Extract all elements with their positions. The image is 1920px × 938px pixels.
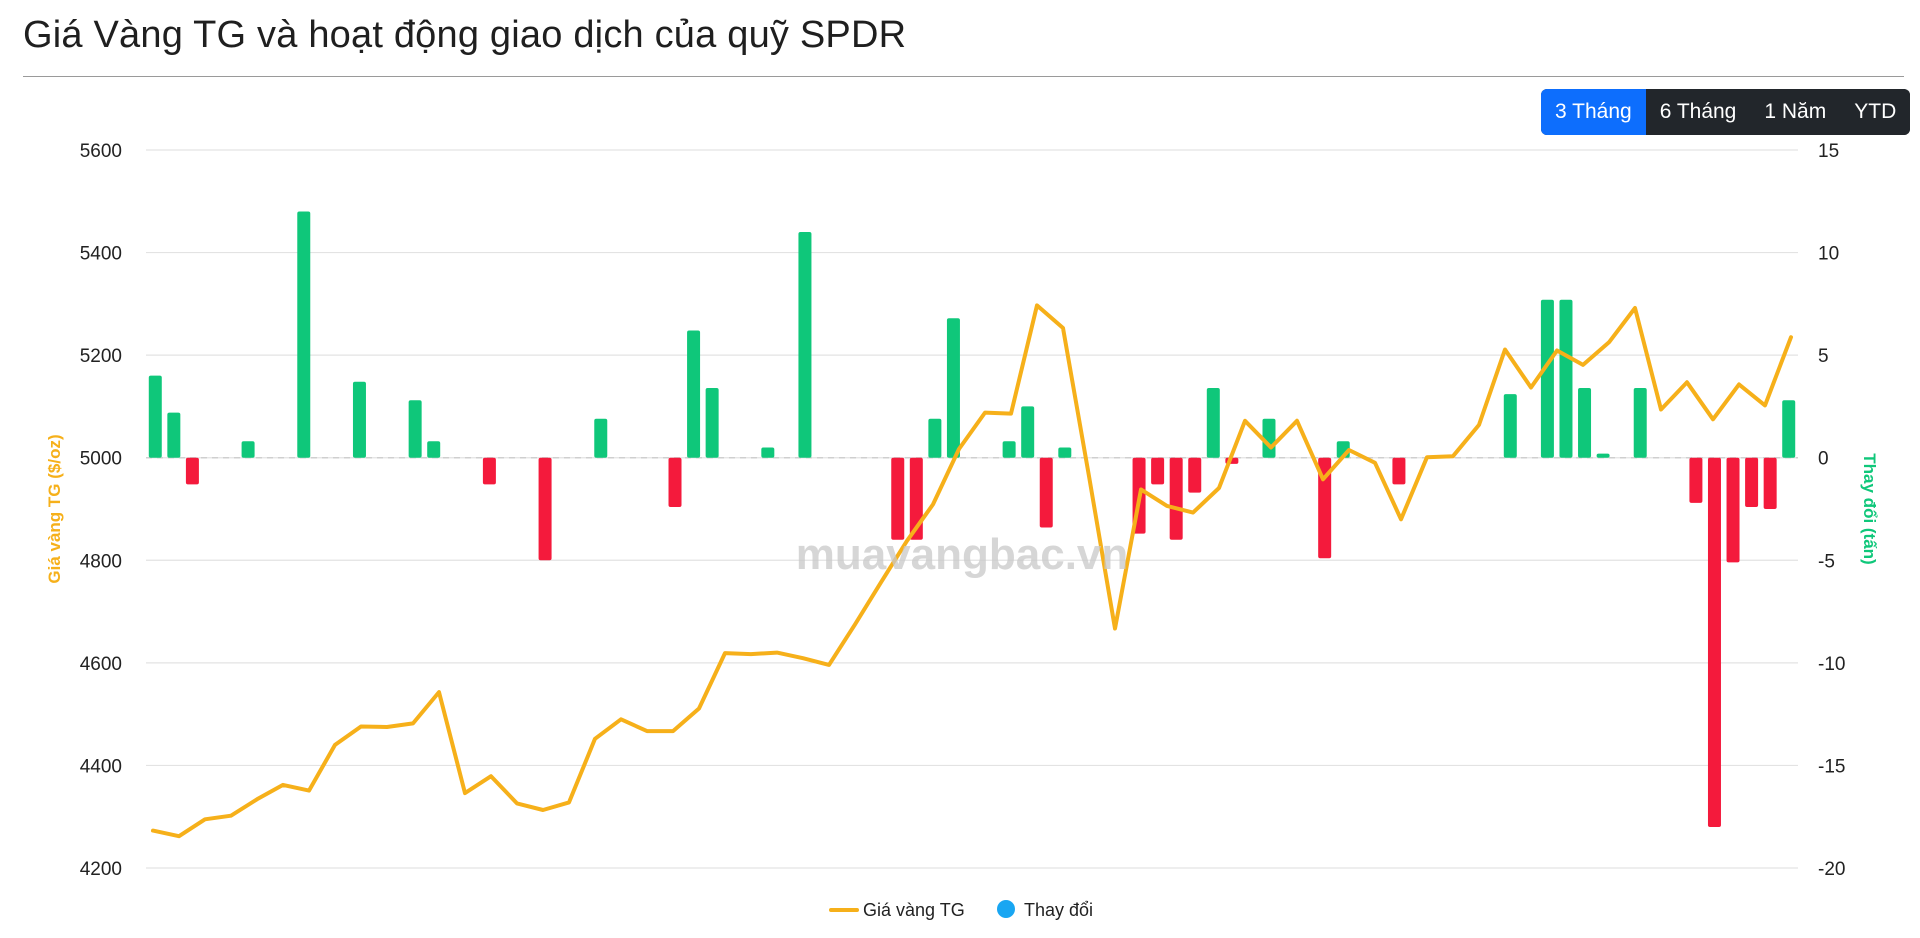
range-ytd-button[interactable]: YTD [1840,89,1911,135]
time-range-selector: 3 Tháng 6 Tháng 1 Năm YTD [1541,89,1911,135]
price-line [151,303,1793,839]
legend-change-label: Thay đổi [1024,900,1093,920]
change-bar [909,457,923,540]
change-bar [1151,457,1165,485]
change-bar [1726,457,1740,563]
change-bar [1058,447,1072,458]
change-bar [761,447,775,458]
change-bar [946,318,960,458]
right-axis-ticks: -20 -15 -10 -5 0 5 10 15 [1818,141,1845,880]
change-bar [427,441,441,458]
change-bar [1206,387,1220,458]
change-bar [1002,441,1016,458]
change-bar [482,457,496,485]
range-6-months-button[interactable]: 6 Tháng [1645,89,1751,135]
change-bar [297,211,311,458]
change-bar [1559,299,1573,458]
right-tick-label: 0 [1818,449,1829,470]
change-bar [1689,457,1703,503]
right-tick-label: 5 [1818,346,1829,367]
legend-item-price[interactable]: Giá vàng TG [829,900,965,920]
change-bar [1578,387,1592,458]
price-line-layer [151,303,1793,839]
right-tick-label: 15 [1818,141,1839,162]
left-tick-label: 5600 [80,141,122,162]
change-bar [1021,406,1035,458]
change-bar [1782,400,1796,458]
left-tick-label: 5400 [80,244,122,265]
left-tick-label: 4800 [80,551,122,572]
watermark: muavangbac.vn [796,530,1129,579]
legend-price-label: Giá vàng TG [863,900,965,920]
change-bar [1596,453,1610,458]
change-bar [928,418,942,458]
change-bar [1763,457,1777,509]
right-axis-title: Thay đổi (tấn) [1860,453,1879,564]
title-divider [23,76,1904,77]
left-axis-ticks: 4200 4400 4600 4800 5000 5200 5400 5600 [80,141,122,880]
change-bar [408,400,422,458]
left-tick-label: 5000 [80,449,122,470]
right-tick-label: 10 [1818,244,1839,265]
right-tick-label: -10 [1818,654,1845,675]
left-tick-label: 4600 [80,654,122,675]
change-bar [538,457,552,561]
change-bar [1318,457,1332,559]
change-bar [1188,457,1202,493]
range-3-months-button[interactable]: 3 Tháng [1541,89,1646,135]
change-bar [1540,299,1554,458]
right-tick-label: -20 [1818,859,1845,880]
change-bar [1745,457,1759,507]
legend-dot-swatch [997,900,1015,918]
change-bar [1039,457,1053,528]
change-bar [241,441,255,458]
change-bar [167,412,181,458]
range-1-year-button[interactable]: 1 Năm [1750,89,1841,135]
change-bar [798,232,812,458]
grid-lines [146,149,1798,869]
change-bar [1392,457,1406,485]
left-tick-label: 4200 [80,859,122,880]
change-bars [148,211,1796,827]
change-bar [1707,457,1721,827]
right-tick-label: -5 [1818,551,1835,572]
change-bar [352,381,366,458]
legend-item-change[interactable]: Thay đổi [997,900,1093,920]
page-title: Giá Vàng TG và hoạt động giao dịch của q… [23,14,907,56]
change-bar [687,330,701,458]
left-axis-title: Giá vàng TG ($/oz) [45,434,64,583]
change-bar [1503,394,1517,458]
left-tick-label: 5200 [80,346,122,367]
change-bar [1169,457,1183,540]
change-bar [148,375,162,458]
change-bar [668,457,682,507]
change-bar [594,418,608,458]
change-bar [185,457,199,485]
change-bar [891,457,905,540]
change-bar [1633,387,1647,458]
right-tick-label: -15 [1818,756,1845,777]
change-bar [705,387,719,458]
left-tick-label: 4400 [80,756,122,777]
chart-legend: Giá vàng TG Thay đổi [829,900,1093,920]
